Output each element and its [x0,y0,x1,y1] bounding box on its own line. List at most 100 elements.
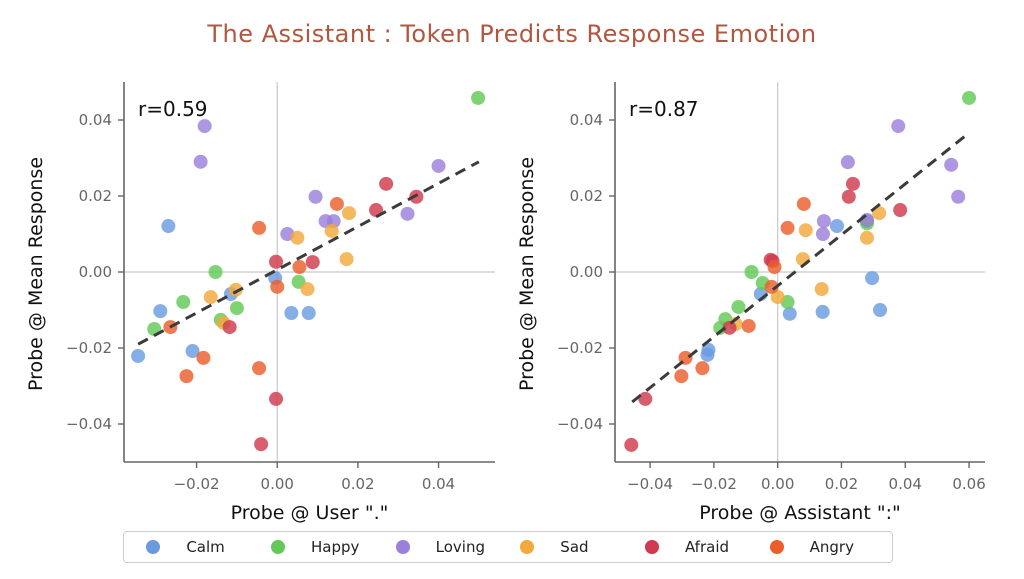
y-tick-label: −0.04 [557,415,603,433]
data-point-angry [292,260,307,275]
y-tick-label: −0.02 [557,339,603,357]
data-point-sad [814,282,829,297]
data-point-afraid [222,320,237,335]
x-axis-label: Probe @ Assistant ":" [699,502,900,524]
data-point-calm [815,304,830,319]
data-point-happy [962,90,977,105]
legend-item-loving: Loving [395,538,496,556]
data-point-angry [695,361,710,376]
data-point-loving [815,227,830,241]
y-tick-label: −0.02 [66,339,112,357]
y-tick-label: 0.00 [570,263,603,281]
data-point-afraid [638,391,653,406]
legend-label-afraid: Afraid [684,538,730,556]
data-point-sad [228,282,243,297]
data-point-calm [301,306,316,321]
data-point-loving [816,214,831,229]
legend: Calm Happy Loving Sad Afraid Angry [123,531,893,563]
data-point-sad [798,223,813,238]
data-point-afraid [841,189,856,204]
data-point-sad [339,252,354,267]
data-point-happy [471,90,486,105]
data-point-angry [741,318,756,333]
x-tick-label: −0.02 [691,475,737,493]
data-point-angry [796,196,811,211]
data-point-sad [203,290,218,305]
regression-fit-line [137,160,480,346]
data-point-happy [229,301,244,316]
legend-label-calm: Calm [186,538,225,556]
data-point-afraid [722,320,737,335]
legend-label-sad: Sad [560,538,589,556]
data-point-loving [308,189,323,204]
legend-label-happy: Happy [310,538,360,556]
data-point-calm [782,306,797,321]
data-point-loving [891,119,906,134]
legend-marker-angry [769,540,784,554]
data-point-sad [770,290,785,305]
data-point-calm [153,304,168,319]
data-point-angry [329,196,344,211]
data-point-loving [197,119,212,134]
y-axis-label: Probe @ Mean Response [25,157,47,391]
x-axis-label: Probe @ User "." [231,502,389,524]
data-point-angry [179,369,194,384]
legend-marker-sad [520,540,535,554]
data-point-afraid [379,176,394,191]
data-point-calm [131,348,146,363]
data-point-happy [176,295,191,310]
y-axis-label: Probe @ Mean Response [516,157,538,391]
data-point-calm [700,347,715,362]
x-tick-label: 0.06 [952,475,985,493]
left-scatter-panel: −0.02 0.00 0.02 0.04 −0.04 −0.02 0.00 0.02 0.04 P… [25,82,495,524]
y-tick-label: 0.02 [79,187,112,205]
data-point-angry [270,279,285,294]
x-tick-label: 0.04 [889,475,922,493]
data-point-sad [300,282,315,297]
data-point-afraid [845,176,860,191]
data-point-loving [840,155,855,170]
data-point-loving [400,206,415,221]
data-point-sad [324,223,339,238]
x-tick-label: 0.00 [761,475,794,493]
data-point-happy [731,299,746,314]
x-tick-label: −0.02 [174,475,220,493]
data-point-calm [865,271,880,286]
data-point-afraid [254,437,269,452]
data-point-angry [674,369,689,384]
data-point-angry [252,220,267,235]
data-point-sad [872,206,887,221]
right-scatter-panel: −0.04 −0.02 0.00 0.02 0.04 0.06 −0.04 −0.02 0.00… [516,82,986,524]
x-tick-label: 0.04 [422,475,455,493]
y-tick-label: −0.04 [66,415,112,433]
data-point-angry [252,361,267,376]
legend-marker-loving [395,540,410,554]
data-point-calm [185,344,200,359]
data-point-afraid [305,255,320,270]
data-point-happy [744,265,759,279]
legend-label-angry: Angry [809,538,854,556]
data-point-afraid [624,437,639,452]
legend-item-calm: Calm [146,538,246,556]
data-point-sad [859,230,874,245]
data-point-calm [873,303,888,317]
data-point-sad [342,206,357,221]
x-tick-label: 0.02 [341,475,374,493]
legend-marker-afraid [644,540,659,554]
x-tick-label: −0.04 [627,475,673,493]
y-tick-label: 0.00 [79,263,112,281]
data-point-angry [764,279,779,294]
data-point-calm [284,306,299,321]
legend-item-afraid: Afraid [644,538,745,556]
data-point-sad [290,230,305,245]
legend-marker-happy [270,540,285,554]
y-tick-label: 0.02 [570,187,603,205]
chart-title: The Assistant : Token Predicts Response … [207,20,817,48]
legend-label-loving: Loving [435,538,485,556]
data-point-loving [431,158,446,173]
data-point-loving [193,154,208,169]
data-point-afraid [269,391,284,406]
data-point-angry [767,260,782,275]
data-point-angry [780,220,795,235]
